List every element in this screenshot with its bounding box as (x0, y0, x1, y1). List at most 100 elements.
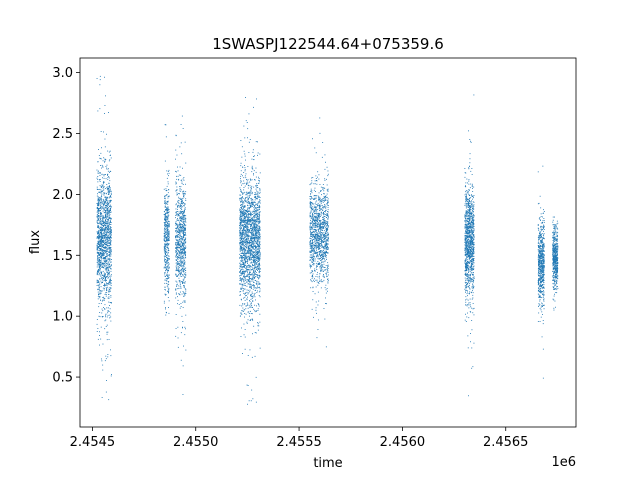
data-point (240, 221, 242, 223)
data-point (257, 246, 259, 248)
data-point (167, 278, 169, 279)
data-point (168, 312, 170, 314)
data-point (106, 188, 108, 190)
data-point (165, 267, 167, 269)
data-point (96, 78, 98, 79)
data-point (253, 243, 255, 245)
data-point (167, 212, 168, 213)
data-point (98, 227, 99, 228)
data-point (257, 232, 259, 234)
data-point (259, 269, 261, 270)
data-point (184, 246, 185, 248)
data-point (99, 316, 101, 318)
data-point (180, 281, 182, 282)
data-point (99, 213, 101, 215)
data-point (184, 250, 185, 252)
data-point (251, 279, 253, 281)
data-point (255, 269, 257, 270)
data-point (163, 248, 165, 250)
data-point (247, 274, 249, 275)
data-point (165, 270, 166, 272)
data-point (167, 236, 168, 238)
data-point (253, 258, 255, 259)
data-point (177, 208, 178, 210)
data-point (100, 277, 102, 279)
data-point (182, 217, 184, 219)
data-point (256, 223, 258, 225)
data-point (110, 320, 112, 322)
data-point (102, 252, 104, 254)
data-point (250, 231, 252, 233)
data-point (327, 218, 328, 220)
data-point (164, 124, 166, 126)
data-point (327, 265, 329, 267)
data-point (102, 245, 104, 246)
data-point (177, 219, 179, 221)
data-point (252, 251, 253, 253)
data-point (310, 238, 312, 239)
data-point (247, 311, 249, 313)
data-point (258, 246, 260, 248)
data-point (178, 250, 180, 252)
data-point (178, 246, 179, 248)
data-point (242, 278, 244, 280)
data-point (183, 234, 185, 235)
data-point (318, 196, 319, 198)
data-point (106, 212, 108, 214)
data-point (99, 292, 101, 294)
data-point (185, 191, 187, 193)
data-point (325, 231, 327, 233)
data-point (244, 221, 246, 223)
data-point (105, 256, 106, 258)
data-point (246, 226, 248, 228)
data-point (244, 259, 246, 261)
data-point (243, 219, 245, 221)
data-point (101, 195, 102, 197)
data-point (109, 288, 111, 290)
data-point (253, 237, 254, 239)
data-point (243, 249, 244, 251)
data-point (166, 226, 168, 228)
data-point (110, 268, 112, 269)
data-point (254, 277, 255, 279)
data-point (167, 242, 168, 244)
data-point (167, 234, 169, 235)
data-point (107, 250, 108, 252)
data-point (105, 198, 107, 200)
data-point (166, 194, 168, 195)
data-point (254, 219, 256, 221)
data-point (240, 239, 242, 241)
data-point (165, 294, 167, 296)
data-point (107, 230, 109, 232)
data-point (98, 257, 100, 258)
data-point (241, 218, 243, 220)
data-point (257, 322, 259, 323)
data-point (245, 262, 246, 264)
data-point (184, 221, 186, 223)
data-point (104, 234, 106, 236)
data-point (101, 267, 103, 268)
data-point (246, 234, 248, 236)
data-point (178, 213, 180, 214)
data-point (108, 273, 110, 275)
data-point (248, 208, 250, 210)
data-point (183, 285, 184, 286)
data-point (251, 318, 253, 320)
data-point (178, 253, 180, 255)
data-point (310, 219, 311, 221)
data-point (167, 285, 169, 287)
data-point (165, 222, 167, 223)
data-point (254, 287, 256, 289)
data-point (100, 240, 102, 242)
data-point (241, 258, 243, 260)
data-point (183, 194, 184, 196)
data-point (257, 261, 259, 262)
data-point (168, 175, 169, 177)
data-point (246, 235, 248, 236)
data-point (179, 246, 180, 248)
data-point (249, 195, 250, 197)
data-point (99, 202, 101, 204)
data-point (250, 212, 252, 214)
data-point (164, 200, 166, 202)
data-point (103, 264, 105, 266)
